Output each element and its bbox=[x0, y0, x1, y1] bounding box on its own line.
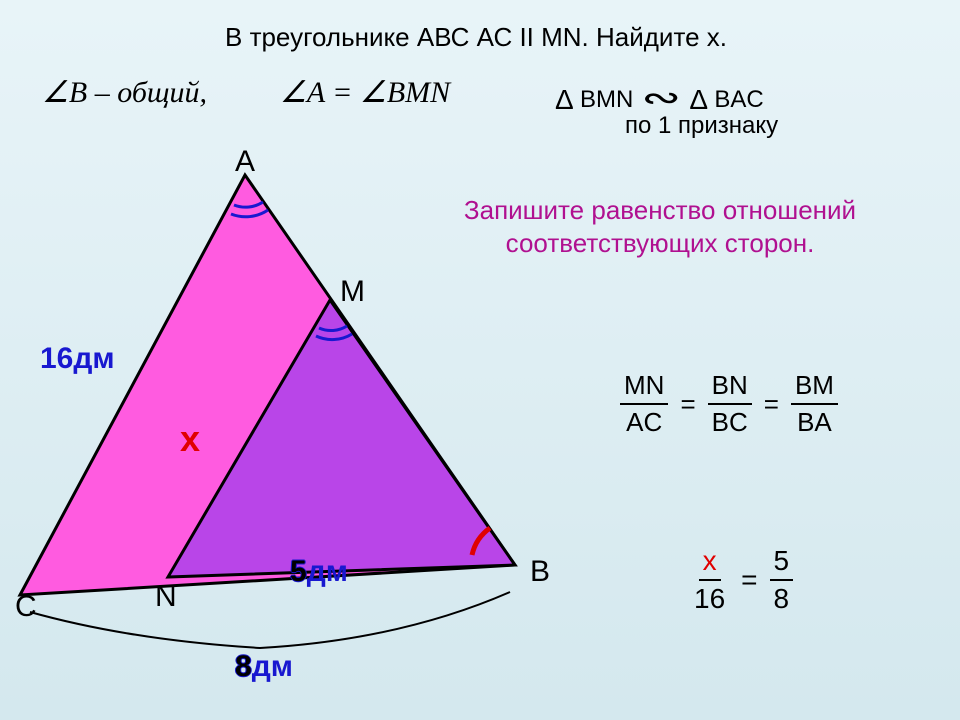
frac-x-16: x 16 bbox=[690, 545, 729, 615]
vertex-n: N bbox=[155, 580, 177, 614]
solution-equation: x 16 = 5 8 bbox=[690, 545, 793, 615]
frac-bn-bc: BN BC bbox=[708, 370, 752, 438]
sol-num-right: 5 bbox=[770, 545, 794, 581]
sol-den-right: 8 bbox=[770, 581, 794, 615]
eq-sign-2: = bbox=[764, 389, 779, 420]
ratio-den-1: AC bbox=[622, 405, 666, 438]
sol-den-left: 16 bbox=[690, 581, 729, 615]
ratio-num-3: BM bbox=[791, 370, 838, 405]
length-x: x bbox=[180, 418, 200, 460]
ratio-equation: MN AC = BN BC = BM BA bbox=[620, 370, 838, 438]
length-ac: 16дм bbox=[40, 342, 115, 376]
brace-cb bbox=[30, 592, 510, 648]
eq-sign-1: = bbox=[680, 389, 695, 420]
ratio-den-2: BC bbox=[708, 405, 752, 438]
sol-num-left: x bbox=[699, 545, 721, 581]
ratio-den-3: BA bbox=[793, 405, 836, 438]
length-cb: 8дм bbox=[235, 650, 293, 684]
frac-mn-ac: MN AC bbox=[620, 370, 668, 438]
length-nb: 5дм bbox=[290, 555, 348, 589]
vertex-a: A bbox=[235, 145, 255, 179]
ratio-num-1: MN bbox=[620, 370, 668, 405]
vertex-c: C bbox=[15, 590, 37, 624]
triangle-diagram bbox=[0, 0, 960, 720]
vertex-m: M bbox=[340, 275, 365, 309]
ratio-num-2: BN bbox=[708, 370, 752, 405]
frac-bm-ba: BM BA bbox=[791, 370, 838, 438]
eq-sign-sol: = bbox=[741, 564, 757, 596]
frac-5-8: 5 8 bbox=[770, 545, 794, 615]
vertex-b: B bbox=[530, 555, 550, 589]
